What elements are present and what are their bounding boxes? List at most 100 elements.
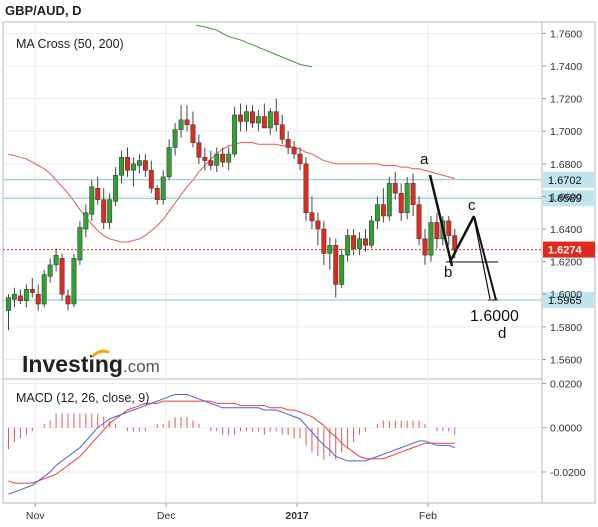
bearish-candle-body [261,116,267,129]
bullish-candle-body [23,289,29,302]
moving-averages [8,24,455,243]
bearish-candle-body [190,124,196,143]
bullish-candle-body [178,119,184,130]
price-tick-label: 1.5800 [550,322,582,334]
level-price-label: 1.6589 [548,193,582,205]
ma200-line [195,24,313,68]
macd-tick-label: 0.0200 [550,378,582,390]
bullish-candle-body [339,254,345,285]
bearish-candle-body [363,238,368,246]
bearish-candle-body [202,157,208,161]
price-tick-label: 1.6800 [550,159,582,171]
bullish-candle-body [131,163,136,171]
investing-logo-text: Investing.com [22,351,160,377]
price-tick-label: 1.7200 [550,94,582,106]
price-axis-frame [541,21,596,504]
bearish-candle-body [333,245,339,285]
time-tick-label: Dec [157,510,176,522]
investing-logo: Investing.com [22,349,160,377]
bullish-candle-body [255,116,261,124]
bearish-candle-body [297,153,303,165]
bearish-candle-body [196,142,202,158]
bullish-candle-body [166,147,172,178]
bearish-candle-body [303,163,309,213]
bullish-candle-body [6,297,11,311]
investing-logo-swoosh [91,349,110,358]
bearish-candle-body [220,153,226,163]
bearish-candle-body [29,289,35,293]
pattern-label-c: c [468,197,476,214]
bearish-candle-body [410,183,416,205]
bullish-candle-body [77,227,83,261]
bullish-candle-body [136,160,142,166]
bearish-candle-body [380,204,386,217]
time-tick-label: 2017 [285,510,309,522]
bullish-candle-body [71,258,77,305]
bullish-candle-body [107,199,113,223]
price-tick-label: 1.6400 [550,224,582,236]
bearish-candle-body [125,157,130,171]
bullish-candle-body [357,238,363,249]
ma-cross-label: MA Cross (50, 200) [16,37,124,51]
symbol-title: GBP/AUD, D [5,3,82,18]
bearish-candle-body [315,220,321,230]
pattern-label-d: d [498,325,506,342]
bearish-candle-body [321,228,327,254]
level-price-tag [543,190,595,207]
bearish-candle-body [208,160,214,166]
abcd-pattern [428,174,498,301]
macd-signal-line [8,400,455,484]
axes: 1.7600 1.7400 1.7200 1.7000 1.6800 1.6600 1.64… [26,28,586,522]
bullish-candle-body [244,111,249,122]
time-tick-label: Feb [419,510,437,522]
time-tick-label: Nov [26,510,45,522]
bearish-candle-body [416,204,422,240]
target-price-label: 1.6000 [470,308,519,325]
level-price-tag [543,291,595,308]
bearish-candle-body [95,188,101,200]
pattern-label-b: b [444,264,452,281]
bullish-candle-body [113,174,119,202]
bullish-candle-body [267,111,273,129]
bullish-candle-body [428,222,434,256]
bearish-candle-body [148,170,154,189]
macd-panel-frame [2,378,543,504]
bearish-candle-body [351,235,357,249]
bearish-candle-body [59,258,65,295]
bearish-candle-body [446,220,452,236]
current-price-label: 1.6274 [548,245,583,257]
price-tick-label: 1.7600 [550,28,582,40]
bullish-candle-body [41,274,47,305]
bullish-candle-body [226,153,232,163]
bearish-candle-body [35,293,41,305]
ma50-line [8,142,455,243]
bearish-candle-body [238,114,244,122]
bearish-candle-body [142,160,148,171]
bearish-candle-body [434,222,440,240]
bullish-candle-body [53,254,59,266]
bullish-candle-body [89,186,95,215]
bullish-candle-body [404,183,410,213]
bearish-candle-body [398,192,404,213]
bullish-candle-body [214,153,220,166]
bullish-candle-body [47,264,53,277]
bearish-candle-body [309,212,315,222]
pattern-leg-cd [473,215,497,301]
macd-indicator [8,394,456,495]
bearish-candle-body [279,124,285,140]
bullish-candle-body [172,129,178,148]
bullish-candle-body [119,157,124,176]
level-price-label: 1.6702 [548,175,582,187]
macd-line [8,394,455,495]
bearish-candle-body [422,238,428,256]
bearish-candle-body [250,111,255,124]
price-tick-label: 1.7000 [550,126,582,138]
price-tick-label: 1.6600 [550,191,582,203]
bearish-candle-body [17,295,23,302]
horizontal-levels: 1.6702 1.6589 1.5965 1.6274 [3,171,595,308]
bearish-candle-body [291,147,297,155]
bearish-candle-body [184,119,190,125]
macd-label: MACD (12, 26, close, 9) [16,391,149,405]
bearish-candle-body [392,183,398,194]
